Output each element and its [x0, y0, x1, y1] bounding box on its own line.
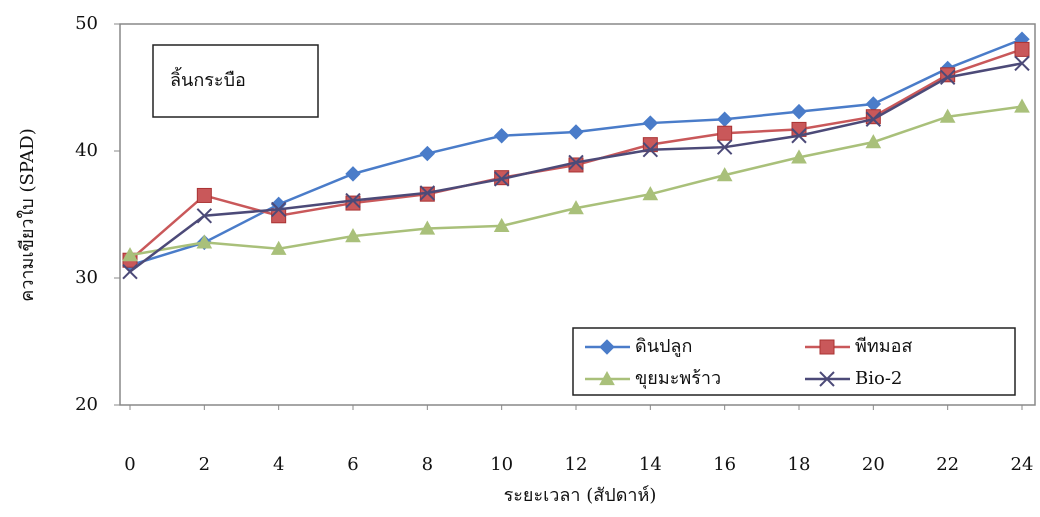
marker — [419, 220, 436, 235]
marker — [716, 167, 733, 182]
y-tick-label: 30 — [75, 267, 98, 288]
annotation-box — [152, 44, 319, 118]
legend-label: ดินปลูก — [635, 336, 692, 357]
marker — [865, 134, 882, 149]
x-tick-label: 10 — [490, 454, 513, 475]
x-tick-label: 2 — [199, 454, 210, 475]
marker — [791, 128, 807, 144]
marker — [599, 339, 615, 355]
annotation: ลิ้นกระบือ — [170, 67, 246, 91]
marker — [122, 247, 138, 262]
marker — [493, 217, 510, 233]
marker — [419, 185, 436, 201]
x-tick-label: 16 — [713, 454, 736, 475]
marker — [270, 240, 287, 255]
marker — [642, 186, 659, 201]
legend-label: ขุยมะพร้าว — [635, 368, 721, 389]
marker — [196, 208, 213, 224]
x-tick-label: 0 — [124, 454, 135, 475]
x-tick-label: 22 — [936, 454, 959, 475]
x-tick-label: 6 — [347, 454, 358, 475]
marker — [345, 228, 361, 243]
marker — [345, 192, 361, 209]
marker — [865, 111, 882, 127]
marker — [939, 69, 956, 86]
marker — [717, 125, 733, 141]
marker — [791, 103, 807, 120]
marker — [568, 157, 584, 173]
legend-box — [572, 327, 1016, 396]
marker — [345, 166, 361, 182]
marker — [642, 137, 658, 153]
marker — [819, 371, 835, 387]
marker — [642, 142, 659, 158]
y-tick-label: 20 — [75, 394, 98, 415]
y-axis-label: ความเขียวใบ (SPAD) — [16, 128, 38, 301]
marker — [865, 96, 882, 112]
marker — [493, 128, 510, 144]
x-tick-label: 14 — [639, 454, 662, 475]
legend-label: Bio-2 — [855, 368, 902, 389]
marker — [493, 171, 510, 187]
x-tick-label: 12 — [565, 454, 588, 475]
x-tick-label: 4 — [273, 454, 284, 475]
marker — [345, 195, 361, 211]
x-axis-label: ระยะเวลา (สัปดาห์) — [504, 485, 657, 506]
marker — [568, 200, 584, 215]
marker — [196, 187, 212, 203]
marker — [819, 339, 835, 355]
marker — [419, 145, 436, 162]
x-tick-label: 20 — [862, 454, 885, 475]
marker — [122, 263, 138, 280]
marker — [791, 149, 807, 164]
legend-label: พีทมอส — [855, 336, 912, 357]
marker — [270, 201, 287, 218]
x-tick-label: 8 — [422, 454, 433, 475]
marker — [1014, 98, 1030, 113]
marker — [568, 154, 584, 171]
marker — [196, 234, 213, 249]
y-tick-label: 40 — [75, 140, 98, 161]
marker — [716, 139, 733, 155]
marker — [716, 111, 733, 127]
x-tick-label: 24 — [1011, 454, 1034, 475]
y-tick-label: 50 — [75, 13, 98, 34]
plot-frame — [119, 23, 1036, 406]
marker — [568, 124, 584, 140]
marker — [599, 370, 615, 386]
marker — [1014, 55, 1030, 72]
marker — [1014, 41, 1030, 57]
marker — [939, 108, 956, 123]
x-tick-label: 18 — [788, 454, 811, 475]
marker — [642, 115, 659, 131]
